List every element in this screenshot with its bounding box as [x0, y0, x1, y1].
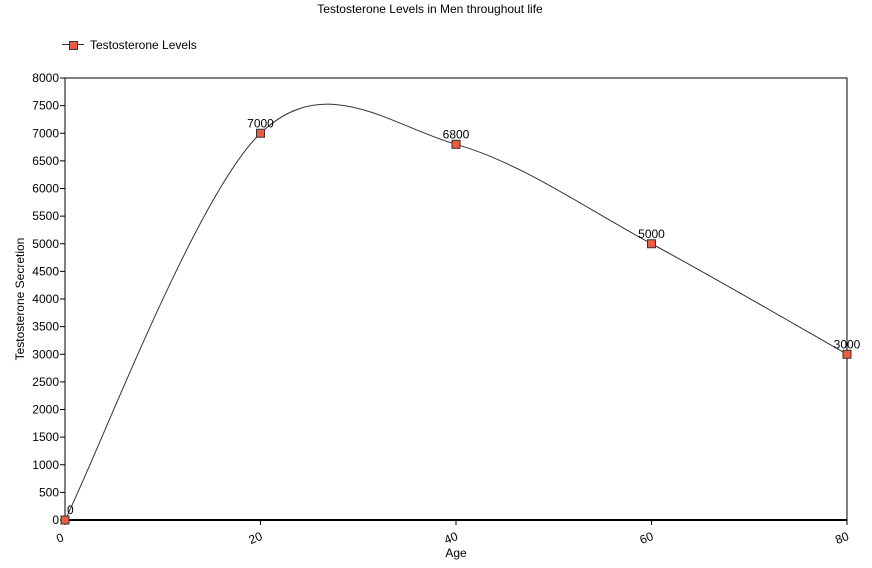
y-tick-label: 7000	[32, 126, 59, 140]
y-tick-label: 5000	[32, 237, 59, 251]
y-tick-label: 6500	[32, 154, 59, 168]
data-label: 5000	[638, 227, 665, 241]
y-tick-label: 3000	[32, 347, 59, 361]
x-tick-label: 0	[54, 530, 66, 546]
x-axis-label: Age	[445, 546, 467, 560]
y-tick-label: 500	[39, 485, 59, 499]
x-tick-label: 20	[247, 529, 265, 547]
y-tick-label: 0	[52, 513, 59, 527]
data-label: 7000	[247, 116, 274, 130]
y-tick-label: 7500	[32, 99, 59, 113]
x-tick-label: 80	[833, 529, 851, 547]
legend-label: Testosterone Levels	[90, 38, 197, 52]
data-label: 3000	[834, 337, 861, 351]
x-tick-label: 60	[638, 529, 656, 547]
chart-title: Testosterone Levels in Men throughout li…	[317, 2, 543, 16]
data-point	[647, 239, 656, 249]
data-point	[60, 515, 70, 525]
legend-marker-icon	[62, 39, 84, 51]
y-tick-label: 3500	[32, 320, 59, 334]
x-tick-label: 40	[442, 529, 460, 547]
y-tick-label: 1500	[32, 430, 59, 444]
data-label: 6800	[443, 127, 470, 141]
series-line	[64, 103, 848, 521]
y-tick-label: 2500	[32, 375, 59, 389]
data-point	[256, 128, 265, 138]
y-tick-label: 1000	[32, 458, 59, 472]
y-tick-label: 6000	[32, 182, 59, 196]
data-point	[842, 349, 852, 359]
y-tick-label: 4000	[32, 292, 59, 306]
y-tick-label: 8000	[32, 71, 59, 85]
data-point	[451, 139, 461, 149]
y-tick-label: 2000	[32, 403, 59, 417]
y-tick-label: 5500	[32, 209, 59, 223]
legend: Testosterone Levels	[62, 38, 197, 52]
y-tick-label: 4500	[32, 264, 59, 278]
data-label: 0	[67, 503, 74, 517]
